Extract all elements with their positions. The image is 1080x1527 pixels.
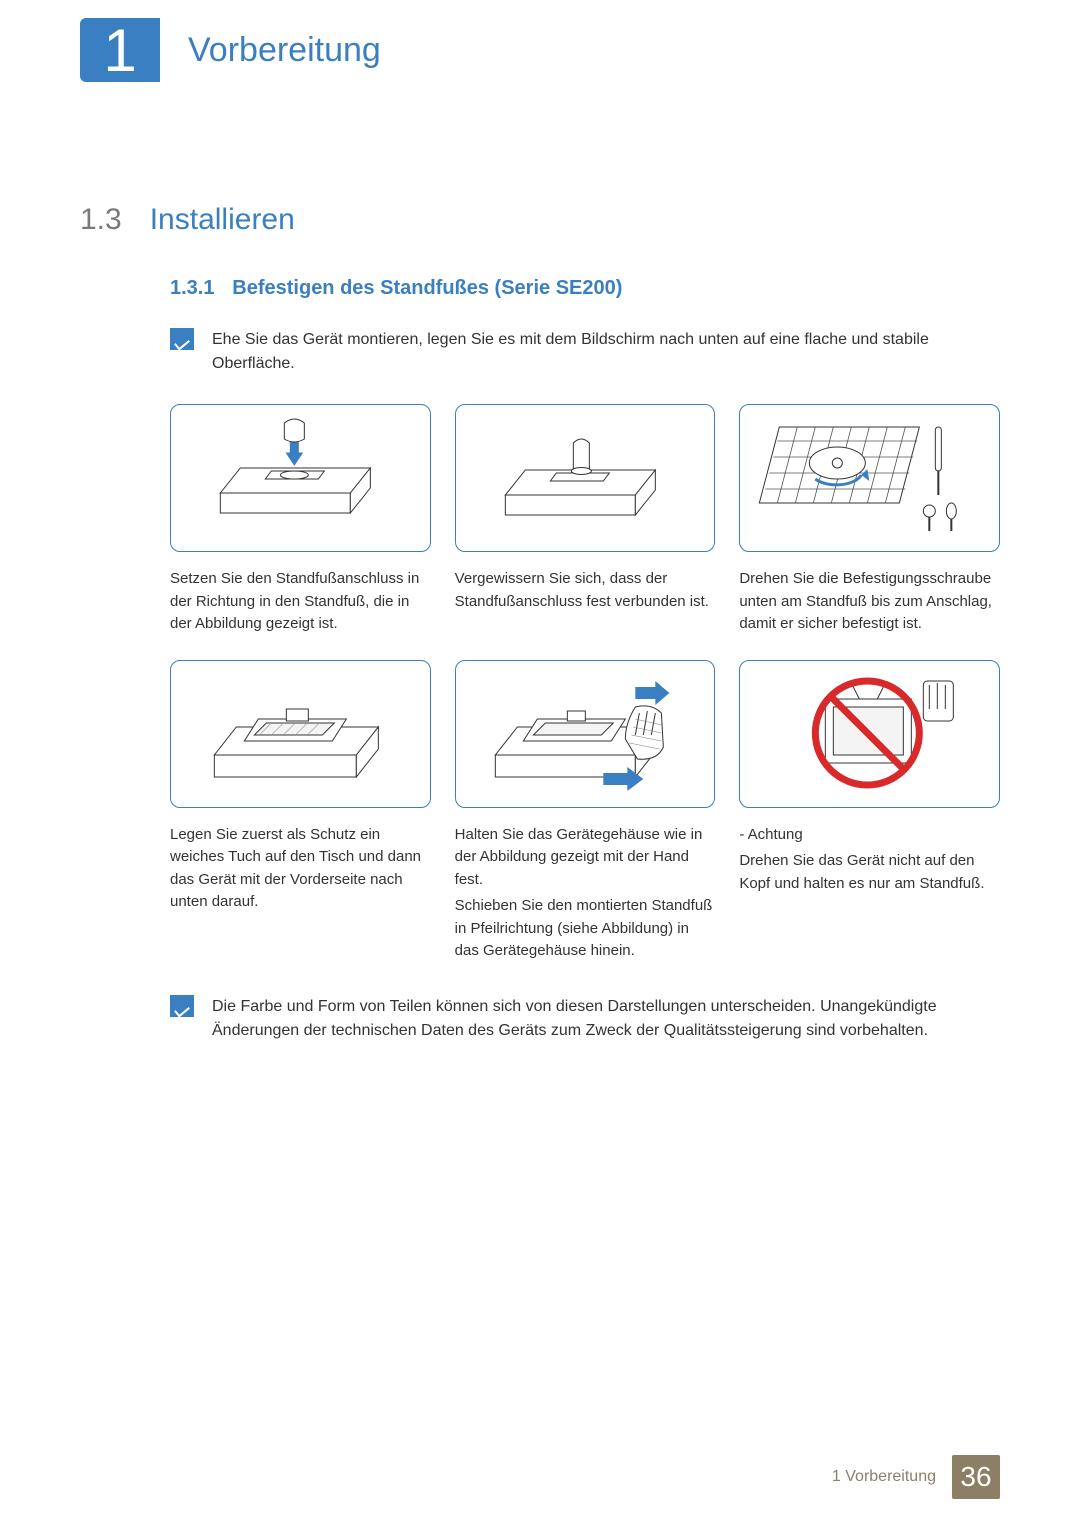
step-5-text-1: Halten Sie das Gerätegehäuse wie in der … <box>455 824 716 892</box>
step-3-text: Drehen Sie die Befestigungsschraube unte… <box>739 568 1000 636</box>
note-bottom: Die Farbe und Form von Teilen können sic… <box>170 995 980 1043</box>
step-2-text: Vergewissern Sie sich, dass der Standfuß… <box>455 568 716 613</box>
step-2: Vergewissern Sie sich, dass der Standfuß… <box>455 404 716 636</box>
section-number: 1.3 <box>80 203 122 237</box>
section-header: 1.3 Installieren <box>80 203 1000 237</box>
note-top: Ehe Sie das Gerät montieren, legen Sie e… <box>170 328 980 376</box>
illustration-caution-no-flip <box>739 660 1000 808</box>
step-4: Legen Sie zuerst als Schutz ein weiches … <box>170 660 431 967</box>
step-6-body: Drehen Sie das Gerät nicht auf den Kopf … <box>739 850 1000 895</box>
note-top-text: Ehe Sie das Gerät montieren, legen Sie e… <box>212 328 980 376</box>
note-icon <box>170 328 194 350</box>
section-title: Installieren <box>150 203 295 237</box>
subsection-header: 1.3.1 Befestigen des Standfußes (Serie S… <box>170 277 1000 300</box>
footer-page-number: 36 <box>952 1455 1000 1499</box>
step-6: - Achtung Drehen Sie das Gerät nicht auf… <box>739 660 1000 967</box>
subsection-number: 1.3.1 <box>170 277 214 299</box>
subsection-title: Befestigen des Standfußes (Serie SE200) <box>232 277 622 299</box>
chapter-title: Vorbereitung <box>188 31 381 70</box>
page: 1 Vorbereitung 1.3 Installieren 1.3.1 Be… <box>0 0 1080 1527</box>
step-3: Drehen Sie die Befestigungsschraube unte… <box>739 404 1000 636</box>
step-5-text: Halten Sie das Gerätegehäuse wie in der … <box>455 824 716 967</box>
note-icon <box>170 995 194 1017</box>
illustration-stand-connected <box>455 404 716 552</box>
chapter-number-badge: 1 <box>80 18 160 82</box>
illustration-stand-screw <box>739 404 1000 552</box>
chapter-tab: 1 Vorbereitung <box>80 18 381 82</box>
step-6-text: - Achtung Drehen Sie das Gerät nicht auf… <box>739 824 1000 900</box>
footer-chapter-label: 1 Vorbereitung <box>832 1468 936 1486</box>
caution-label: - Achtung <box>739 824 1000 847</box>
note-bottom-text: Die Farbe und Form von Teilen können sic… <box>212 995 980 1043</box>
illustration-cloth-device <box>170 660 431 808</box>
step-1: Setzen Sie den Standfußanschluss in der … <box>170 404 431 636</box>
step-5-text-2: Schieben Sie den montierten Standfuß in … <box>455 895 716 963</box>
illustration-stand-insert <box>170 404 431 552</box>
steps-grid: Setzen Sie den Standfußanschluss in der … <box>170 404 1000 967</box>
step-1-text: Setzen Sie den Standfußanschluss in der … <box>170 568 431 636</box>
illustration-hold-slide <box>455 660 716 808</box>
step-5: Halten Sie das Gerätegehäuse wie in der … <box>455 660 716 967</box>
section: 1.3 Installieren 1.3.1 Befestigen des St… <box>80 203 1000 1043</box>
page-footer: 1 Vorbereitung 36 <box>832 1455 1000 1499</box>
step-4-text: Legen Sie zuerst als Schutz ein weiches … <box>170 824 431 914</box>
